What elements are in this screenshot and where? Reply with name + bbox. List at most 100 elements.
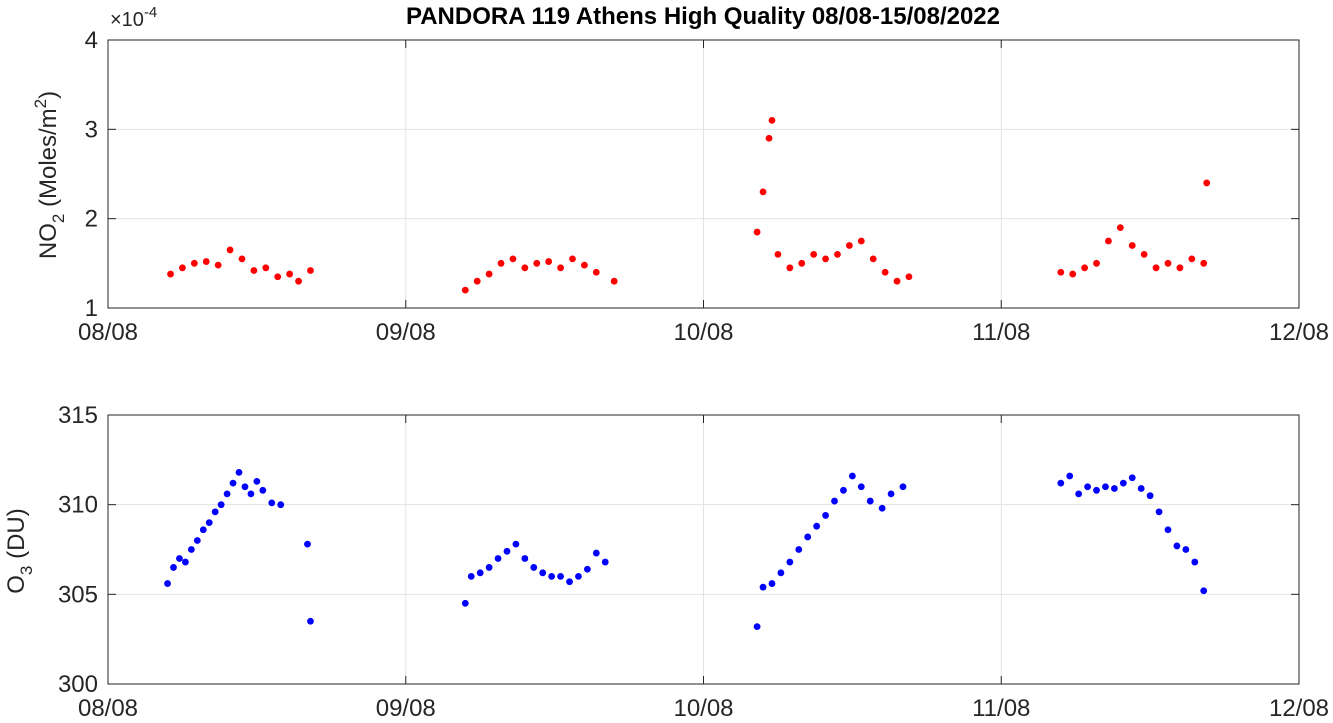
data-point xyxy=(831,497,838,505)
data-point xyxy=(241,483,249,491)
data-point xyxy=(768,580,776,587)
x-tick-label: 12/08 xyxy=(1269,319,1329,346)
data-point xyxy=(253,477,261,485)
data-point xyxy=(848,472,856,480)
data-point xyxy=(1140,251,1148,258)
y-tick-label: 300 xyxy=(58,671,98,698)
y-tick-label: 315 xyxy=(58,402,98,429)
data-point xyxy=(205,519,213,526)
data-point xyxy=(521,264,529,272)
data-point xyxy=(223,490,231,498)
data-point xyxy=(1093,486,1100,494)
data-point xyxy=(601,558,609,566)
data-point xyxy=(1081,264,1089,272)
data-point xyxy=(798,259,806,267)
data-point xyxy=(765,134,773,142)
data-point xyxy=(822,512,829,519)
data-point xyxy=(1137,485,1145,492)
data-point xyxy=(1075,490,1083,498)
data-point xyxy=(878,504,886,512)
data-point xyxy=(759,583,767,591)
data-point xyxy=(557,264,564,272)
no2-y-exponent: ×10-4 xyxy=(110,4,157,31)
x-tick-label: 09/08 xyxy=(376,319,436,346)
data-point xyxy=(822,255,829,263)
data-point xyxy=(497,259,505,267)
data-point xyxy=(1200,587,1208,595)
data-point xyxy=(881,268,889,276)
data-point xyxy=(834,251,841,258)
data-point xyxy=(1110,485,1118,492)
data-point xyxy=(845,242,853,249)
data-point xyxy=(753,623,761,631)
data-point xyxy=(179,264,186,272)
data-point xyxy=(286,270,294,278)
data-point xyxy=(1069,270,1077,278)
data-point xyxy=(217,501,225,509)
data-point xyxy=(1066,472,1074,480)
data-point xyxy=(1128,242,1136,249)
data-point xyxy=(503,547,511,555)
y-tick-label: 1 xyxy=(85,295,98,322)
y-tick-label: 3 xyxy=(85,116,98,143)
data-point xyxy=(840,486,847,494)
data-point xyxy=(307,617,314,625)
data-point xyxy=(893,277,901,285)
y-tick-label: 2 xyxy=(85,206,98,233)
data-point xyxy=(869,255,877,263)
data-point xyxy=(187,546,195,553)
data-point xyxy=(786,264,794,272)
data-point xyxy=(1182,546,1190,553)
data-point xyxy=(1164,259,1172,267)
data-point xyxy=(268,499,276,507)
data-point xyxy=(795,546,803,553)
data-point xyxy=(1119,479,1127,487)
x-tick-label: 11/08 xyxy=(972,695,1030,722)
data-point xyxy=(1200,259,1208,267)
data-point xyxy=(866,497,874,505)
data-point xyxy=(512,540,520,548)
no2-y-axis-label: NO2 (Moles/m2) xyxy=(31,91,68,259)
data-point xyxy=(777,569,785,577)
data-point xyxy=(182,558,189,566)
x-tick-label: 10/08 xyxy=(673,319,733,346)
data-point xyxy=(1057,479,1065,487)
data-point xyxy=(199,526,207,534)
data-point xyxy=(1203,179,1211,187)
o3-axes: 08/08 09/08 10/08 11/08 12/08 300 305 310 315 xyxy=(58,402,1329,722)
data-point xyxy=(214,261,222,269)
data-point xyxy=(786,558,794,566)
data-point xyxy=(774,251,782,258)
data-point xyxy=(857,237,865,245)
data-point xyxy=(1188,255,1196,263)
data-point xyxy=(238,255,246,263)
data-point xyxy=(592,268,600,276)
data-point xyxy=(1176,264,1184,272)
data-point xyxy=(262,264,270,272)
data-point xyxy=(1146,492,1154,500)
data-point xyxy=(307,267,314,274)
data-point xyxy=(250,267,258,274)
data-point xyxy=(247,490,255,498)
no2-axes: 08/08 09/08 10/08 11/08 12/08 1 2 3 4 xyxy=(78,27,1329,346)
data-point xyxy=(304,540,311,548)
data-point xyxy=(521,555,529,562)
data-point xyxy=(1155,508,1163,516)
data-point xyxy=(759,188,767,196)
x-tick-label: 10/08 xyxy=(673,695,733,722)
data-point xyxy=(539,569,547,577)
data-point xyxy=(899,483,907,491)
data-point xyxy=(557,573,564,580)
data-point xyxy=(277,501,285,509)
data-point xyxy=(533,259,541,267)
data-point xyxy=(1164,526,1172,534)
data-point xyxy=(545,258,553,265)
y-tick-label: 4 xyxy=(85,27,98,54)
x-tick-label: 08/08 xyxy=(78,695,138,722)
data-point xyxy=(569,255,576,263)
data-point xyxy=(229,479,237,487)
data-point xyxy=(857,483,865,491)
data-point xyxy=(461,599,469,607)
data-point xyxy=(905,273,913,281)
